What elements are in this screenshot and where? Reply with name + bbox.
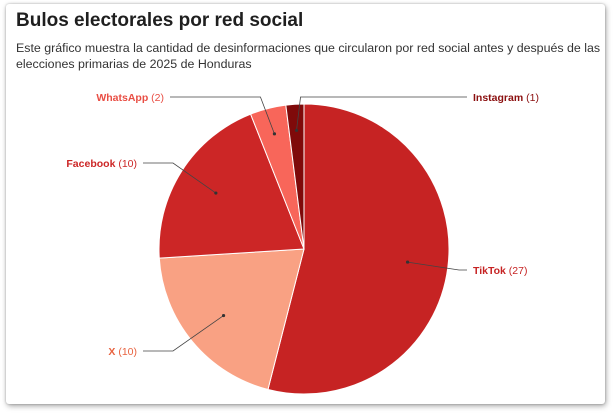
chart-subtitle: Este gráfico muestra la cantidad de desi… [16,41,601,71]
pie-slice-facebook [158,113,305,259]
pie-slice-tiktok [267,103,450,395]
leader-line-whatsapp [170,96,275,134]
leader-line-facebook [143,162,217,194]
slice-label-tiktok: TikTok (27) [473,265,527,277]
leader-line-tiktok [407,261,467,271]
leader-dot-x [221,313,226,318]
leader-dot-instagram [294,128,299,132]
chart-title: Bulos electorales por red social [16,10,304,31]
pie-slice-x [158,248,305,391]
leader-line-x [143,315,224,352]
slice-label-x: X (10) [108,346,137,358]
pie-chart: TikTok (27) X (10) Facebook (10) WhatsApp (… [66,92,539,395]
leader-dot-whatsapp [272,132,277,136]
leader-line-instagram [296,96,467,131]
chart-card: Bulos electorales por red social Este gr… [6,4,605,404]
leader-dot-tiktok [405,260,410,264]
slice-label-instagram: Instagram (1) [473,92,539,104]
pie-slice-instagram [285,103,305,250]
leader-dot-facebook [214,191,218,195]
slice-label-whatsapp: WhatsApp (2) [96,92,164,104]
slice-label-facebook: Facebook (10) [66,158,137,170]
